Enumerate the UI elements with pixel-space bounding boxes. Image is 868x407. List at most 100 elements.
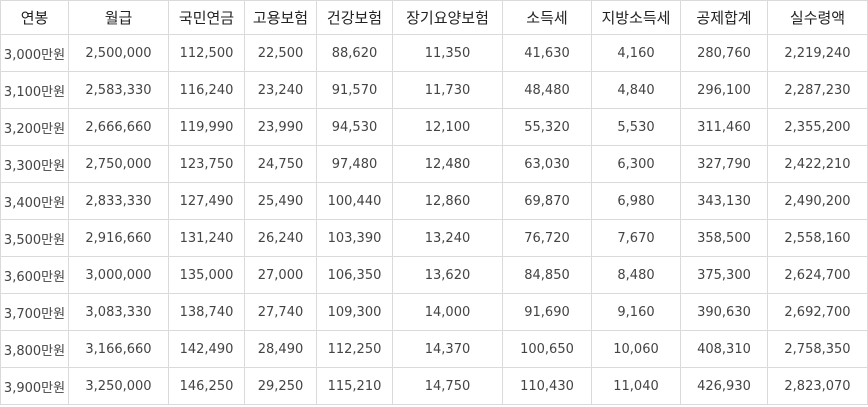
table-body: 3,000만원 2,500,000 112,500 22,500 88,620 11,35… <box>0 34 868 405</box>
cell-national-pension: 146,250 <box>168 367 245 405</box>
cell-income-tax: 84,850 <box>502 256 592 294</box>
cell-annual-salary: 3,500만원 <box>0 219 69 257</box>
cell-income-tax: 91,690 <box>502 293 592 331</box>
table-row: 3,600만원 3,000,000 135,000 27,000 106,350 13,6… <box>0 256 868 294</box>
cell-total-deduction: 280,760 <box>680 34 768 72</box>
cell-income-tax: 48,480 <box>502 71 592 109</box>
cell-net-pay: 2,624,700 <box>767 256 868 294</box>
cell-net-pay: 2,219,240 <box>767 34 868 72</box>
cell-national-pension: 138,740 <box>168 293 245 331</box>
cell-net-pay: 2,558,160 <box>767 219 868 257</box>
table-row: 3,300만원 2,750,000 123,750 24,750 97,480 12,48… <box>0 145 868 183</box>
cell-income-tax: 100,650 <box>502 330 592 368</box>
cell-total-deduction: 358,500 <box>680 219 768 257</box>
cell-national-pension: 142,490 <box>168 330 245 368</box>
cell-local-income-tax: 11,040 <box>591 367 681 405</box>
cell-local-income-tax: 9,160 <box>591 293 681 331</box>
cell-health-insurance: 94,530 <box>316 108 393 146</box>
cell-health-insurance: 91,570 <box>316 71 393 109</box>
cell-annual-salary: 3,000만원 <box>0 34 69 72</box>
cell-total-deduction: 311,460 <box>680 108 768 146</box>
header-long-term-care: 장기요양보험 <box>392 0 503 35</box>
table-row: 3,800만원 3,166,660 142,490 28,490 112,250 14,3… <box>0 330 868 368</box>
cell-net-pay: 2,355,200 <box>767 108 868 146</box>
cell-health-insurance: 115,210 <box>316 367 393 405</box>
cell-health-insurance: 100,440 <box>316 182 393 220</box>
cell-long-term-care: 14,370 <box>392 330 503 368</box>
cell-employment-insurance: 23,990 <box>244 108 317 146</box>
cell-monthly-salary: 2,833,330 <box>68 182 169 220</box>
cell-net-pay: 2,823,070 <box>767 367 868 405</box>
cell-net-pay: 2,758,350 <box>767 330 868 368</box>
cell-total-deduction: 426,930 <box>680 367 768 405</box>
cell-long-term-care: 12,860 <box>392 182 503 220</box>
cell-income-tax: 41,630 <box>502 34 592 72</box>
cell-long-term-care: 14,750 <box>392 367 503 405</box>
cell-annual-salary: 3,300만원 <box>0 145 69 183</box>
cell-long-term-care: 11,730 <box>392 71 503 109</box>
table-row: 3,700만원 3,083,330 138,740 27,740 109,300 14,0… <box>0 293 868 331</box>
cell-national-pension: 112,500 <box>168 34 245 72</box>
cell-annual-salary: 3,400만원 <box>0 182 69 220</box>
cell-annual-salary: 3,700만원 <box>0 293 69 331</box>
cell-income-tax: 69,870 <box>502 182 592 220</box>
table-row: 3,000만원 2,500,000 112,500 22,500 88,620 11,35… <box>0 34 868 72</box>
cell-local-income-tax: 10,060 <box>591 330 681 368</box>
cell-health-insurance: 103,390 <box>316 219 393 257</box>
cell-employment-insurance: 24,750 <box>244 145 317 183</box>
table-row: 3,200만원 2,666,660 119,990 23,990 94,530 12,10… <box>0 108 868 146</box>
cell-monthly-salary: 2,666,660 <box>68 108 169 146</box>
header-row: 연봉 월급 국민연금 고용보험 건강보험 장기요양보험 소득세 지방소득세 공제… <box>0 0 868 35</box>
table-row: 3,900만원 3,250,000 146,250 29,250 115,210 14,7… <box>0 367 868 405</box>
cell-local-income-tax: 4,160 <box>591 34 681 72</box>
cell-health-insurance: 109,300 <box>316 293 393 331</box>
cell-long-term-care: 13,240 <box>392 219 503 257</box>
cell-local-income-tax: 7,670 <box>591 219 681 257</box>
cell-local-income-tax: 6,980 <box>591 182 681 220</box>
cell-net-pay: 2,692,700 <box>767 293 868 331</box>
cell-income-tax: 55,320 <box>502 108 592 146</box>
header-local-income-tax: 지방소득세 <box>591 0 681 35</box>
cell-income-tax: 76,720 <box>502 219 592 257</box>
table-row: 3,400만원 2,833,330 127,490 25,490 100,440 12,8… <box>0 182 868 220</box>
cell-local-income-tax: 5,530 <box>591 108 681 146</box>
cell-net-pay: 2,422,210 <box>767 145 868 183</box>
cell-employment-insurance: 26,240 <box>244 219 317 257</box>
cell-monthly-salary: 2,916,660 <box>68 219 169 257</box>
cell-local-income-tax: 4,840 <box>591 71 681 109</box>
cell-long-term-care: 13,620 <box>392 256 503 294</box>
table-row: 3,500만원 2,916,660 131,240 26,240 103,390 13,2… <box>0 219 868 257</box>
cell-employment-insurance: 28,490 <box>244 330 317 368</box>
header-national-pension: 국민연금 <box>168 0 245 35</box>
cell-total-deduction: 296,100 <box>680 71 768 109</box>
cell-employment-insurance: 27,740 <box>244 293 317 331</box>
cell-national-pension: 123,750 <box>168 145 245 183</box>
cell-national-pension: 135,000 <box>168 256 245 294</box>
cell-long-term-care: 12,480 <box>392 145 503 183</box>
cell-employment-insurance: 22,500 <box>244 34 317 72</box>
cell-total-deduction: 327,790 <box>680 145 768 183</box>
header-net-pay: 실수령액 <box>767 0 868 35</box>
table-row: 3,100만원 2,583,330 116,240 23,240 91,570 11,73… <box>0 71 868 109</box>
cell-monthly-salary: 2,583,330 <box>68 71 169 109</box>
cell-monthly-salary: 3,083,330 <box>68 293 169 331</box>
header-total-deduction: 공제합계 <box>680 0 768 35</box>
header-monthly-salary: 월급 <box>68 0 169 35</box>
cell-income-tax: 110,430 <box>502 367 592 405</box>
header-income-tax: 소득세 <box>502 0 592 35</box>
cell-total-deduction: 390,630 <box>680 293 768 331</box>
cell-total-deduction: 408,310 <box>680 330 768 368</box>
cell-monthly-salary: 2,500,000 <box>68 34 169 72</box>
cell-health-insurance: 88,620 <box>316 34 393 72</box>
cell-employment-insurance: 27,000 <box>244 256 317 294</box>
cell-net-pay: 2,287,230 <box>767 71 868 109</box>
cell-local-income-tax: 8,480 <box>591 256 681 294</box>
cell-health-insurance: 112,250 <box>316 330 393 368</box>
cell-income-tax: 63,030 <box>502 145 592 183</box>
cell-monthly-salary: 2,750,000 <box>68 145 169 183</box>
cell-annual-salary: 3,800만원 <box>0 330 69 368</box>
cell-total-deduction: 375,300 <box>680 256 768 294</box>
cell-employment-insurance: 29,250 <box>244 367 317 405</box>
cell-national-pension: 131,240 <box>168 219 245 257</box>
